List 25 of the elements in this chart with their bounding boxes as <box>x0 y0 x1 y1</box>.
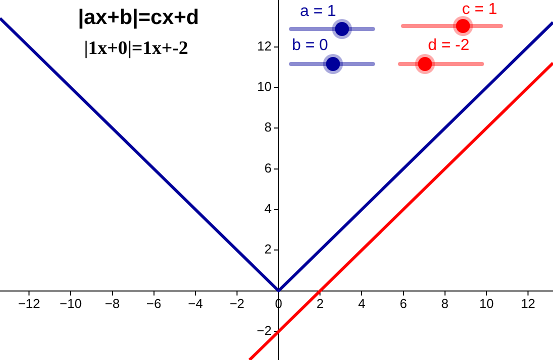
x-tick-label: −10 <box>60 296 82 311</box>
annotation: c = 1 <box>462 1 498 19</box>
y-tick-label: 12 <box>257 38 272 54</box>
y-tick-label: 6 <box>264 160 272 176</box>
annotation: d = -2 <box>428 37 470 55</box>
x-tick-label: 2 <box>316 296 324 311</box>
y-tick-label: 2 <box>264 242 272 257</box>
x-tick-label: 4 <box>358 296 366 311</box>
annotation: a = 1 <box>300 3 336 21</box>
x-tick-label: 6 <box>400 296 407 311</box>
y-tick-label: 4 <box>264 201 272 216</box>
y-tick-label: −2 <box>256 323 272 338</box>
x-tick-label: 12 <box>520 296 536 311</box>
x-tick-label: −8 <box>104 296 120 311</box>
x-tick-label: −2 <box>230 296 244 311</box>
x-tick-label: 8 <box>441 296 449 311</box>
x-tick-label: −6 <box>146 296 162 311</box>
x-tick-label: 10 <box>479 296 494 311</box>
text: |1x+0|=1x+-2 <box>84 38 188 60</box>
y-tick-label: 10 <box>257 79 272 94</box>
x-tick-label: −4 <box>188 296 203 311</box>
x-tick-label: −12 <box>18 296 40 311</box>
y-tick-label: 8 <box>264 120 272 135</box>
chart-title: |ax+b|=cx+d <box>78 6 199 30</box>
annotation: b = 0 <box>292 37 328 55</box>
